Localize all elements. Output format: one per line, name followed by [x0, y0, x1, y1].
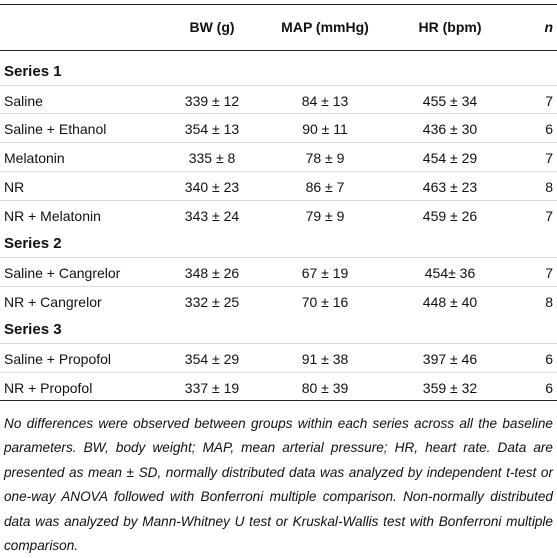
cell-value: 335 ± 8	[188, 150, 236, 167]
cell-value: 86 ± 7	[305, 178, 345, 195]
cell-value: 332 ± 25	[184, 293, 240, 310]
cell-value: 448 ± 40	[422, 293, 478, 310]
cell-value: 6	[545, 379, 553, 396]
top-rule	[0, 4, 557, 5]
section-title: Series 1	[4, 63, 62, 80]
cell-value: 454± 36	[424, 264, 476, 281]
cell-value: 7	[545, 150, 553, 167]
cell-value: 463 ± 23	[422, 178, 478, 195]
row-label: NR + Cangrelor	[4, 293, 102, 310]
cell-value: 359 ± 32	[422, 379, 478, 396]
row-divider	[0, 256, 557, 258]
column-header: HR (bpm)	[418, 19, 482, 35]
row-divider	[0, 371, 557, 373]
cell-value: 67 ± 19	[301, 264, 349, 281]
cell-value: 455 ± 34	[422, 92, 478, 109]
page: {"table": { "header": ["BW (g)", "MAP (m…	[0, 4, 557, 554]
cell-value: 7	[545, 92, 553, 109]
row-divider	[0, 170, 557, 172]
cell-value: 70 ± 16	[301, 293, 349, 310]
row-label: NR + Melatonin	[4, 207, 101, 224]
cell-value: 8	[545, 178, 553, 195]
footnote: No differences were observed between gro…	[4, 416, 553, 554]
cell-value: 348 ± 26	[184, 264, 240, 281]
cell-value: 339 ± 12	[184, 92, 240, 109]
row-label: Saline	[4, 92, 43, 109]
cell-value: 7	[545, 207, 553, 224]
cell-value: 397 ± 46	[422, 351, 478, 367]
column-header: MAP (mmHg)	[281, 19, 369, 35]
cell-value: 7	[545, 264, 553, 281]
row-divider	[0, 142, 557, 144]
section-title: Series 2	[4, 235, 62, 253]
cell-value: 343 ± 24	[184, 207, 240, 224]
cell-value: 436 ± 30	[422, 121, 478, 138]
cell-value: 84 ± 13	[301, 92, 349, 109]
row-label: NR + Propofol	[4, 379, 93, 396]
header-rule	[0, 50, 557, 51]
section-title: Series 3	[4, 321, 62, 339]
column-header: n	[544, 19, 553, 35]
cell-value: 78 ± 9	[305, 150, 345, 167]
cell-value: 340 ± 23	[184, 178, 240, 195]
row-divider	[0, 285, 557, 287]
cell-value: 6	[545, 351, 553, 367]
row-label: Saline + Ethanol	[4, 121, 107, 138]
cell-value: 79 ± 9	[305, 207, 345, 224]
cell-value: 454 ± 29	[422, 150, 478, 167]
row-divider	[0, 199, 557, 201]
cell-value: 354 ± 13	[184, 121, 240, 138]
row-label: Saline + Cangrelor	[4, 264, 121, 281]
cell-value: 91 ± 38	[301, 351, 349, 367]
row-label: Saline + Propofol	[4, 351, 112, 367]
cell-value: 90 ± 11	[302, 121, 348, 138]
cell-value: 8	[545, 293, 553, 310]
cell-value: 80 ± 39	[301, 379, 349, 396]
cell-value: 6	[545, 121, 553, 138]
cell-value: 337 ± 19	[184, 379, 240, 396]
row-divider	[0, 343, 557, 344]
cell-value: 459 ± 26	[422, 207, 478, 224]
row-divider	[0, 84, 557, 86]
row-label: Melatonin	[4, 150, 65, 167]
column-header: BW (g)	[189, 19, 235, 35]
cell-value: 354 ± 29	[184, 351, 240, 367]
row-label: NR	[4, 178, 25, 195]
bottom-rule	[0, 400, 557, 401]
row-divider	[0, 113, 557, 115]
